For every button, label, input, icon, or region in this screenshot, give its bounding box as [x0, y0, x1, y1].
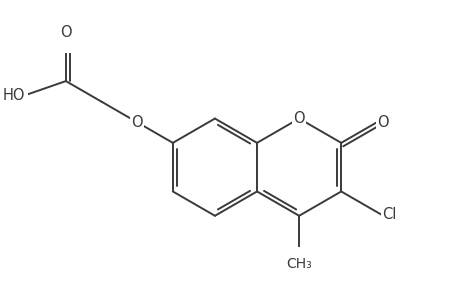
Text: Cl: Cl — [381, 207, 395, 222]
Text: O: O — [131, 115, 143, 130]
Text: HO: HO — [2, 88, 25, 103]
Text: CH₃: CH₃ — [285, 257, 311, 271]
Text: O: O — [60, 25, 72, 40]
Text: O: O — [376, 115, 388, 130]
Text: O: O — [293, 111, 304, 126]
